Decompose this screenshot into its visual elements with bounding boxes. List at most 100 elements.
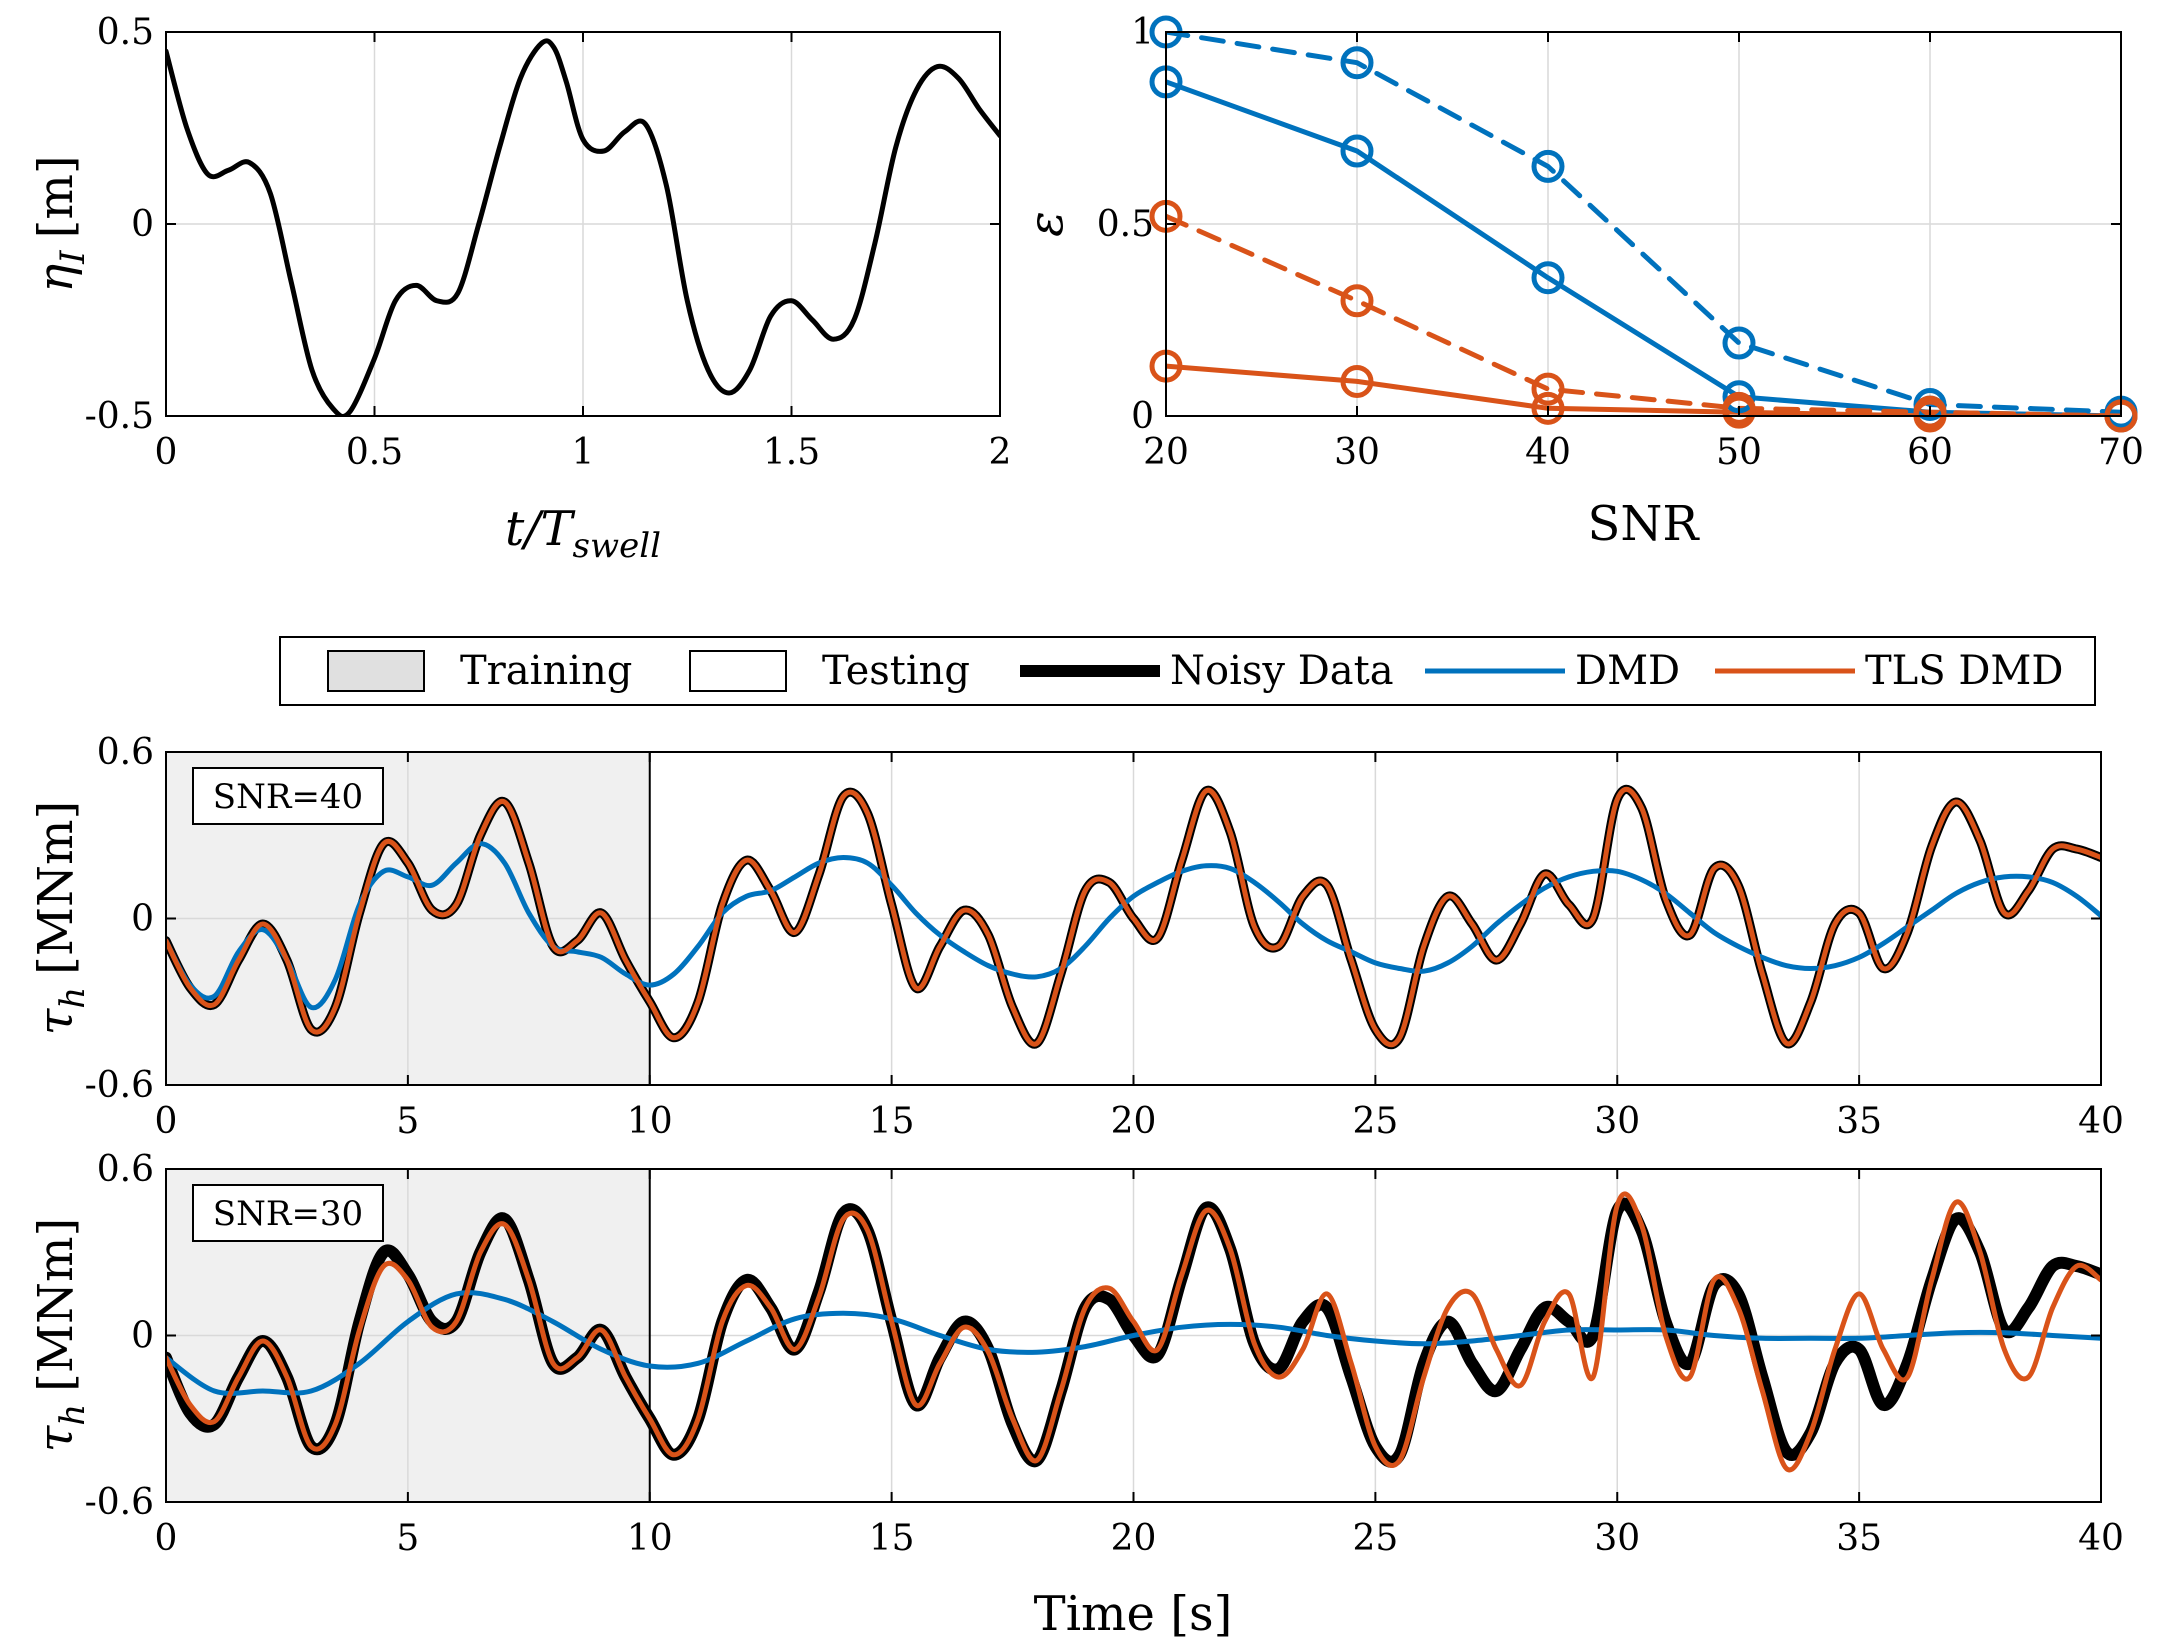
snr30-annotation: SNR=30 xyxy=(213,1194,363,1234)
legend-testing-label: Testing xyxy=(822,648,970,694)
wave-xtick-label: 0.5 xyxy=(346,432,403,473)
error-xtick-label: 30 xyxy=(1334,432,1380,473)
snr40-series xyxy=(166,784,2101,1050)
snr30-ytick-label: 0 xyxy=(131,1316,154,1357)
snr40-xtick-label: 5 xyxy=(396,1101,419,1142)
error-line-tls-dmd-dashed xyxy=(1166,213,2121,416)
snr30-xtick-label: 10 xyxy=(627,1518,673,1559)
snr30-ylabel-unit: [MNm] xyxy=(28,1218,84,1392)
error-line-tls-dmd-solid xyxy=(1166,363,2121,416)
snr30-line-dmd xyxy=(166,1290,2101,1396)
time-xlabel: Time [s] xyxy=(1034,1586,1233,1642)
error-marker-tls-dmd-solid xyxy=(1340,364,1374,398)
snr40-ytick-label: 0 xyxy=(131,899,154,940)
snr30-annotation-box xyxy=(192,1184,384,1242)
snr30-ytick-label: 0.6 xyxy=(97,1149,154,1190)
snr30-xtick-label: 15 xyxy=(869,1518,915,1559)
snr30-xtick-label: 0 xyxy=(155,1518,178,1559)
snr40-line-tls-dmd xyxy=(166,786,2101,1048)
error-xtick-label: 40 xyxy=(1525,432,1571,473)
snr30-panel: 0 5 10 15 20 25 30 35 40-0.600.6 SNR=30 τh[MNm] … xyxy=(28,1149,2124,1642)
elevation-ticks: 0 0.5 1 1.5 2-0.500.5 xyxy=(85,12,1012,473)
error-line-dmd-solid xyxy=(1166,79,2121,416)
error-ticks: 20 30 40 50 60 70 0 0.5 1 xyxy=(1097,12,2144,473)
snr30-xtick-label: 20 xyxy=(1111,1518,1157,1559)
error-series xyxy=(1166,32,2121,416)
error-ylabel: ε xyxy=(1018,211,1074,237)
snr30-ticks: 0 5 10 15 20 25 30 35 40-0.600.6 xyxy=(85,1149,2124,1559)
error-marker-dmd-dashed xyxy=(1531,149,1565,183)
elevation-panel: 0 0.5 1 1.5 2-0.500.5 t/Tswell ηI[m] xyxy=(28,12,1011,566)
snr40-xtick-label: 0 xyxy=(155,1101,178,1142)
snr40-panel: 0 5 10 15 20 25 30 35 40-0.600.6 SNR=40 τh[MNm] xyxy=(28,732,2124,1142)
snr40-xtick-label: 30 xyxy=(1594,1101,1640,1142)
elevation-xlabel: t/Tswell xyxy=(505,501,661,566)
error-ytick-label: 0 xyxy=(1131,396,1154,437)
wave-xtick-label: 0 xyxy=(155,432,178,473)
legend-training-patch xyxy=(327,650,425,692)
error-marker-dmd-dashed xyxy=(1722,326,1756,360)
snr40-ticks: 0 5 10 15 20 25 30 35 40-0.600.6 xyxy=(85,732,2124,1142)
elevation-ylabel-symbol: η xyxy=(28,264,84,293)
snr40-annotation-box xyxy=(192,767,384,825)
snr30-ytick-label: -0.6 xyxy=(85,1482,154,1523)
error-marker-tls-dmd-dashed xyxy=(1913,395,1947,429)
elevation-ylabel: ηI [m] xyxy=(28,155,93,292)
snr30-ylabel: τh [MNm] xyxy=(28,1218,93,1453)
snr40-xtick-label: 25 xyxy=(1352,1101,1398,1142)
snr30-xtick-label: 5 xyxy=(396,1518,419,1559)
error-xtick-label: 50 xyxy=(1716,432,1762,473)
legend-tls-label: TLS DMD xyxy=(1865,648,2063,694)
wave-xtick-label: 1 xyxy=(572,432,595,473)
legend-noisy-label: Noisy Data xyxy=(1170,648,1394,694)
wave-ytick-label: 0.5 xyxy=(97,12,154,53)
elevation-grid xyxy=(165,31,1001,417)
snr40-xtick-label: 15 xyxy=(869,1101,915,1142)
snr30-xtick-label: 40 xyxy=(2078,1518,2124,1559)
error-marker-tls-dmd-dashed xyxy=(1722,391,1756,425)
snr30-line-tls-dmd xyxy=(166,1191,2101,1473)
error-marker-tls-dmd-solid xyxy=(1531,391,1565,425)
wave-xtick-label: 2 xyxy=(989,432,1012,473)
error-marker-tls-dmd-dashed xyxy=(1340,284,1374,318)
snr40-line-dmd xyxy=(166,841,2101,1011)
snr30-xtick-label: 35 xyxy=(1836,1518,1882,1559)
error-line-dmd-dashed xyxy=(1166,32,2121,415)
snr30-ylabel-symbol: τ xyxy=(28,1424,84,1452)
elevation-series xyxy=(166,38,1000,416)
snr40-ytick-label: -0.6 xyxy=(85,1065,154,1106)
snr40-xtick-label: 20 xyxy=(1111,1101,1157,1142)
snr40-annotation: SNR=40 xyxy=(213,777,363,817)
error-ytick-label: 1 xyxy=(1131,12,1154,53)
wave-ytick-label: 0 xyxy=(131,204,154,245)
snr40-xtick-label: 10 xyxy=(627,1101,673,1142)
wave-ytick-label: -0.5 xyxy=(85,396,154,437)
elevation-ylabel-unit: [m] xyxy=(28,155,84,238)
wave-line-elevation xyxy=(166,38,1000,416)
snr40-xtick-label: 35 xyxy=(1836,1101,1882,1142)
snr40-ylabel-unit: [MNm] xyxy=(28,801,84,975)
error-panel: 20 30 40 50 60 70 0 0.5 1 SNR ε xyxy=(1018,12,2144,552)
snr30-series xyxy=(166,1191,2101,1473)
error-xlabel: SNR xyxy=(1587,496,1700,552)
legend-box xyxy=(279,636,2096,706)
error-ytick-label: 0.5 xyxy=(1097,204,1154,245)
wave-xtick-label: 1.5 xyxy=(763,432,820,473)
elevation-xlabel-sub: swell xyxy=(573,526,661,566)
snr40-ylabel-symbol: τ xyxy=(28,1007,84,1035)
error-xtick-label: 60 xyxy=(1907,432,1953,473)
snr40-ytick-label: 0.6 xyxy=(97,732,154,773)
snr30-xtick-label: 25 xyxy=(1352,1518,1398,1559)
error-xtick-label: 70 xyxy=(2098,432,2144,473)
elevation-ylabel-sub: I xyxy=(53,250,93,265)
snr40-xtick-label: 40 xyxy=(2078,1101,2124,1142)
snr30-ylabel-sub: h xyxy=(53,1404,93,1426)
snr40-ylabel: τh [MNm] xyxy=(28,801,93,1036)
error-marker-dmd-solid xyxy=(1340,134,1374,168)
legend: Training Testing Noisy Data DMD TLS DMD xyxy=(279,636,2096,706)
legend-training-label: Training xyxy=(460,648,632,694)
legend-dmd-label: DMD xyxy=(1575,648,1680,694)
error-grid xyxy=(1165,31,2122,417)
error-marker-dmd-solid xyxy=(1531,261,1565,295)
